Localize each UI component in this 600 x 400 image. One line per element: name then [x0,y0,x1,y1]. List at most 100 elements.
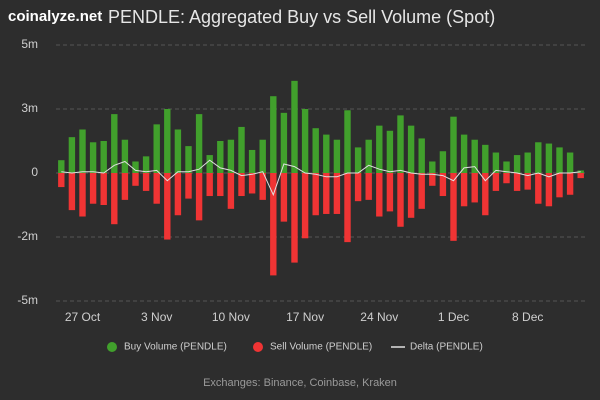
legend-label: Sell Volume (PENDLE) [270,342,372,353]
x-tick-label: 17 Nov [286,310,324,324]
bar [524,152,531,173]
bar [79,173,86,217]
bar [248,149,256,173]
chart-title: PENDLE: Aggregated Buy vs Sell Volume (S… [108,7,495,27]
bar [386,173,394,212]
bar [333,173,341,214]
bar [270,173,277,276]
bar [291,80,298,173]
bar [503,173,510,184]
bar [556,173,563,198]
bar [217,141,224,173]
y-tick-label: 3m [21,101,38,115]
bar [323,134,330,173]
bar [259,173,266,200]
delta-line [61,159,581,197]
bar [227,173,235,209]
bar [397,115,404,173]
bar [132,173,139,186]
bar [566,173,574,195]
bar [164,109,171,173]
bar [206,155,213,173]
bar [354,147,362,173]
bar [376,125,383,173]
bar [68,137,76,173]
bar [174,173,182,216]
bar [344,110,351,173]
bar [333,139,341,173]
bar [238,126,245,173]
bar [270,96,277,173]
bar [503,161,510,173]
bar [365,139,372,173]
bar [344,173,351,243]
bar [513,173,521,191]
bar [482,144,489,173]
legend-swatch [253,342,263,352]
bar [566,152,574,173]
bar [206,173,213,197]
bar [524,173,531,190]
bar [301,109,309,173]
bar [58,160,65,173]
x-tick-label: 8 Dec [512,310,543,324]
bar [58,173,65,188]
bar [121,139,129,173]
x-tick-label: 1 Dec [438,310,469,324]
bar [556,147,563,173]
bar [429,161,436,173]
bar [132,161,139,173]
bar [312,173,319,216]
bar [291,173,298,263]
bar [365,173,372,200]
x-tick-label: 3 Nov [141,310,172,324]
bar [418,138,425,173]
bar [439,173,447,197]
bar [545,173,553,207]
bar [195,114,203,173]
bar [407,125,415,173]
bar [259,139,266,173]
bar [471,173,478,203]
bar [68,173,76,211]
bar [376,173,383,217]
bar [301,173,309,239]
bar [238,173,245,197]
bar [79,129,86,173]
bar [418,173,425,209]
footer: Exchanges: Binance, Coinbase, Kraken [203,377,397,389]
bar [248,173,256,194]
bar [354,173,362,202]
x-tick-label: 27 Oct [65,310,101,324]
bar [142,173,150,191]
bar [545,143,553,173]
bar [492,152,500,173]
bar [153,124,160,173]
bar [513,155,521,173]
bar [280,173,288,222]
bar [323,173,330,214]
bar [153,173,160,204]
bar [535,142,542,173]
bar [100,141,107,173]
y-tick-label: -5m [17,293,38,307]
bar [397,173,404,227]
bar [450,116,457,173]
bar [492,173,500,191]
bar [429,173,436,186]
bar [174,129,182,173]
bar [460,173,468,207]
bar [386,130,394,173]
bar [460,134,468,173]
bar [482,173,489,216]
bar [535,173,542,204]
y-tick-label: 0 [31,165,38,179]
y-tick-label: -2m [17,229,38,243]
legend-label: Buy Volume (PENDLE) [124,342,227,353]
brand: coinalyze.net [8,8,102,25]
bar [280,112,288,173]
bar [407,173,415,218]
bar [142,156,150,173]
